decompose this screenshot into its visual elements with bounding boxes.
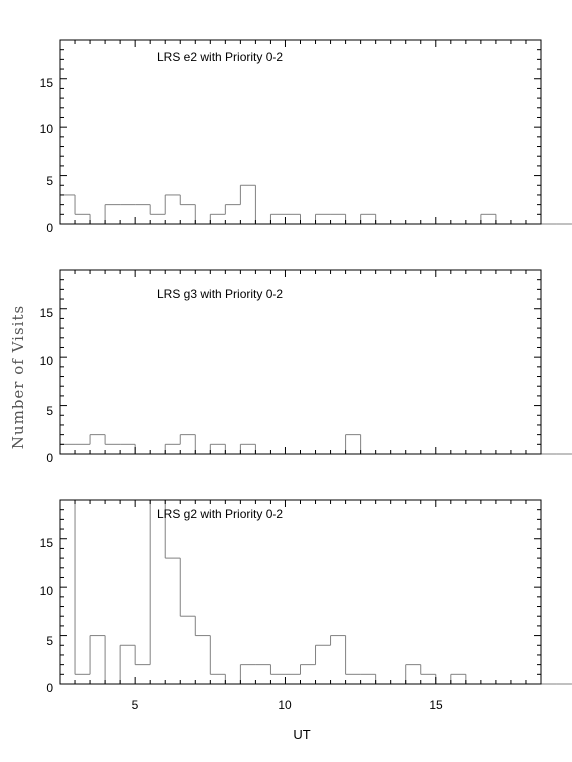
panel-1: LRS e2 with Priority 0-2 0 5 10 15: [40, 39, 572, 235]
axes-frame-panel-1: [59, 39, 542, 225]
y-tick-label-3-0: 0: [46, 681, 53, 695]
ticks-panel-2: [60, 270, 541, 454]
panel-title-3: LRS g2 with Priority 0-2: [157, 507, 283, 521]
ticks-panel-1: [60, 40, 541, 224]
y-tick-label-2-5: 5: [46, 404, 53, 418]
y-tick-label-3-15: 15: [40, 536, 54, 550]
histogram-line-panel-1: [59, 184, 572, 225]
y-tick-label-2-10: 10: [40, 354, 54, 368]
axes-frame-panel-2: [59, 269, 542, 455]
y-tick-label-1-0: 0: [46, 221, 53, 235]
y-tick-label-3-10: 10: [40, 584, 54, 598]
histogram-line-panel-3: [59, 499, 572, 685]
panel-title-2: LRS g3 with Priority 0-2: [157, 287, 283, 301]
x-tick-label-15: 15: [429, 698, 443, 712]
x-tick-label-5: 5: [132, 698, 139, 712]
y-tick-label-2-0: 0: [46, 451, 53, 465]
panel-3: LRS g2 with Priority 0-2 0 5 10 15 5 10 …: [40, 499, 572, 712]
panel-title-1: LRS e2 with Priority 0-2: [157, 50, 283, 64]
y-tick-label-2-15: 15: [40, 306, 54, 320]
axes-frame-panel-3: [59, 499, 542, 685]
y-axis-label: Number of Visits: [9, 305, 27, 449]
y-tick-label-1-10: 10: [40, 122, 54, 136]
x-axis-label: UT: [293, 727, 310, 742]
y-tick-label-3-5: 5: [46, 634, 53, 648]
y-tick-label-1-15: 15: [40, 76, 54, 90]
panel-2: LRS g3 with Priority 0-2 0 5 10 15: [40, 269, 572, 465]
y-tick-label-1-5: 5: [46, 174, 53, 188]
x-tick-label-10: 10: [278, 698, 292, 712]
ticks-panel-3: [60, 500, 541, 684]
